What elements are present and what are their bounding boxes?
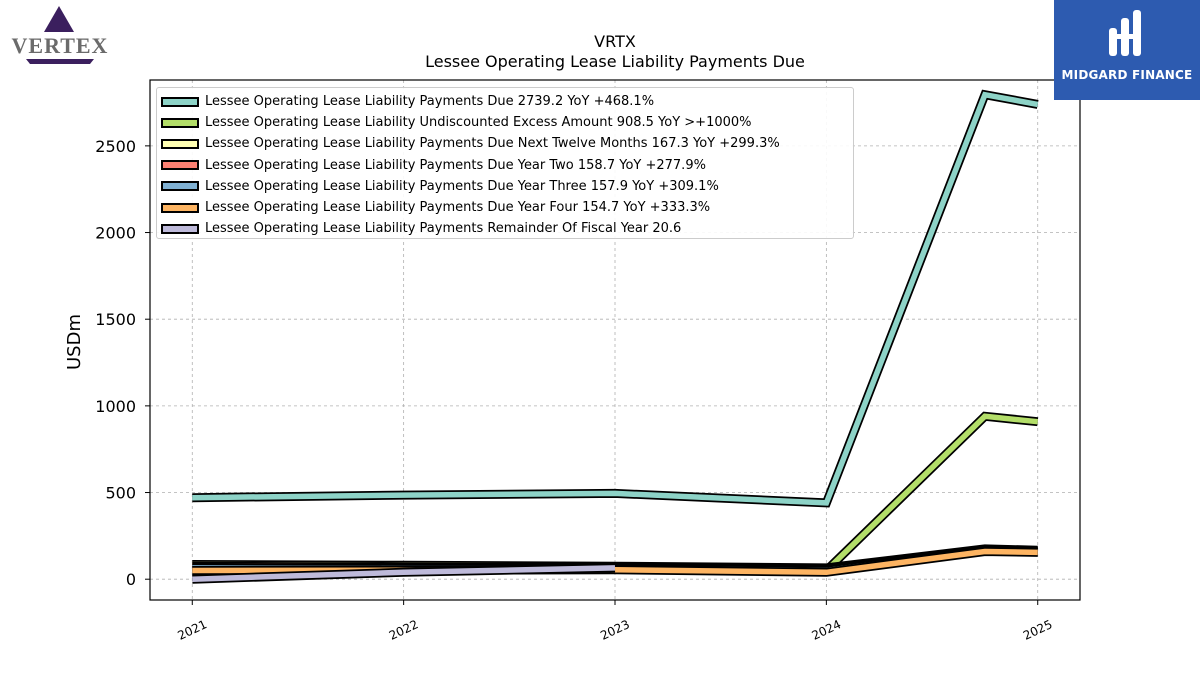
legend-label: Lessee Operating Lease Liability Payment… xyxy=(205,178,719,194)
legend-label: Lessee Operating Lease Liability Undisco… xyxy=(205,115,752,131)
vertex-underline-icon xyxy=(26,59,94,64)
series-line xyxy=(192,565,616,582)
legend-label: Lessee Operating Lease Liability Payment… xyxy=(205,94,655,110)
legend-item: Lessee Operating Lease Liability Payment… xyxy=(157,133,853,154)
midgard-emblem-icon xyxy=(1109,10,1141,56)
legend-swatch xyxy=(161,202,199,213)
legend-item: Lessee Operating Lease Liability Undisco… xyxy=(157,112,853,133)
chart-title: VRTX xyxy=(594,32,636,51)
series-layer xyxy=(192,89,1039,584)
legend-label: Lessee Operating Lease Liability Payment… xyxy=(205,200,711,216)
y-tick-label: 2000 xyxy=(95,224,136,243)
series-line xyxy=(192,91,1039,506)
legend-swatch xyxy=(161,138,199,149)
legend-item: Lessee Operating Lease Liability Payment… xyxy=(157,176,853,197)
vertex-logo-text: VERTEX xyxy=(12,33,109,58)
series-line xyxy=(824,413,1038,573)
chart-subtitle: Lessee Operating Lease Liability Payment… xyxy=(425,52,805,71)
legend-label: Lessee Operating Lease Liability Payment… xyxy=(205,136,780,152)
legend-item: Lessee Operating Lease Liability Payment… xyxy=(157,197,853,218)
y-axis-label: USDm xyxy=(64,314,85,370)
legend-swatch xyxy=(161,181,199,192)
x-tick-label: 2021 xyxy=(175,617,209,643)
y-tick-label: 1000 xyxy=(95,397,136,416)
ticks: 2021 2022 2023 2024 2025 0 500 1000 1500 2000 2500 xyxy=(95,137,1054,643)
midgard-logo: MIDGARD FINANCE xyxy=(1054,0,1200,100)
midgard-logo-text: MIDGARD FINANCE xyxy=(1061,68,1193,82)
legend-swatch xyxy=(161,96,199,107)
y-tick-label: 0 xyxy=(126,570,136,589)
legend-swatch xyxy=(161,117,199,128)
legend: Lessee Operating Lease Liability Payment… xyxy=(156,87,854,239)
x-tick-label: 2025 xyxy=(1021,617,1055,643)
legend-swatch xyxy=(161,160,199,171)
vertex-triangle-icon xyxy=(44,6,74,32)
legend-label: Lessee Operating Lease Liability Payment… xyxy=(205,157,706,173)
vertex-logo: VERTEX xyxy=(4,4,116,64)
x-tick-label: 2022 xyxy=(387,617,421,643)
y-tick-label: 2500 xyxy=(95,137,136,156)
legend-item: Lessee Operating Lease Liability Payment… xyxy=(157,155,853,176)
y-tick-label: 500 xyxy=(105,484,136,503)
legend-label: Lessee Operating Lease Liability Payment… xyxy=(205,221,682,237)
legend-swatch xyxy=(161,223,199,234)
x-tick-label: 2023 xyxy=(598,617,632,643)
y-tick-label: 1500 xyxy=(95,310,136,329)
legend-item: Lessee Operating Lease Liability Payment… xyxy=(157,218,853,239)
x-tick-label: 2024 xyxy=(810,617,844,643)
legend-item: Lessee Operating Lease Liability Payment… xyxy=(157,91,853,112)
